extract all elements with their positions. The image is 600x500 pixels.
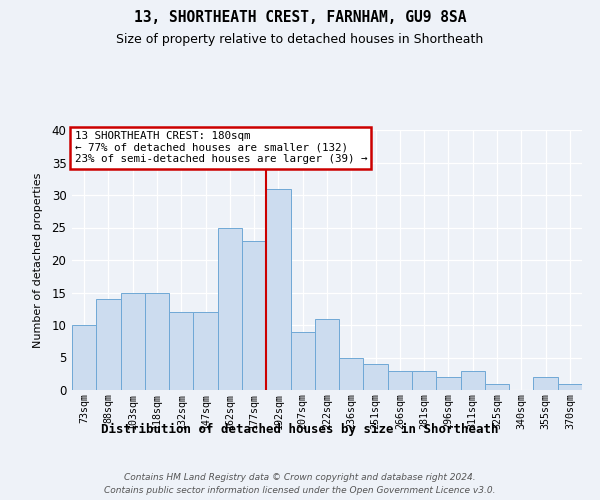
Bar (315, 318, 339, 390)
Bar (533, 377, 558, 390)
Bar (364, 364, 388, 390)
Bar (266, 188, 290, 390)
Bar (388, 370, 412, 390)
Text: Size of property relative to detached houses in Shortheath: Size of property relative to detached ho… (116, 32, 484, 46)
Bar (485, 384, 509, 390)
Text: 13 SHORTHEATH CREST: 180sqm
← 77% of detached houses are smaller (132)
23% of se: 13 SHORTHEATH CREST: 180sqm ← 77% of det… (74, 132, 367, 164)
Bar (96, 299, 121, 390)
Bar (339, 358, 364, 390)
Bar (169, 312, 193, 390)
Bar (461, 370, 485, 390)
Bar (145, 292, 169, 390)
Bar (436, 377, 461, 390)
Text: Distribution of detached houses by size in Shortheath: Distribution of detached houses by size … (101, 422, 499, 436)
Bar (412, 370, 436, 390)
Bar (290, 332, 315, 390)
Text: 13, SHORTHEATH CREST, FARNHAM, GU9 8SA: 13, SHORTHEATH CREST, FARNHAM, GU9 8SA (134, 10, 466, 25)
Bar (558, 384, 582, 390)
Bar (193, 312, 218, 390)
Text: Contains HM Land Registry data © Crown copyright and database right 2024.: Contains HM Land Registry data © Crown c… (124, 472, 476, 482)
Y-axis label: Number of detached properties: Number of detached properties (33, 172, 43, 348)
Bar (218, 228, 242, 390)
Bar (72, 325, 96, 390)
Text: Contains public sector information licensed under the Open Government Licence v3: Contains public sector information licen… (104, 486, 496, 495)
Bar (121, 292, 145, 390)
Bar (242, 240, 266, 390)
